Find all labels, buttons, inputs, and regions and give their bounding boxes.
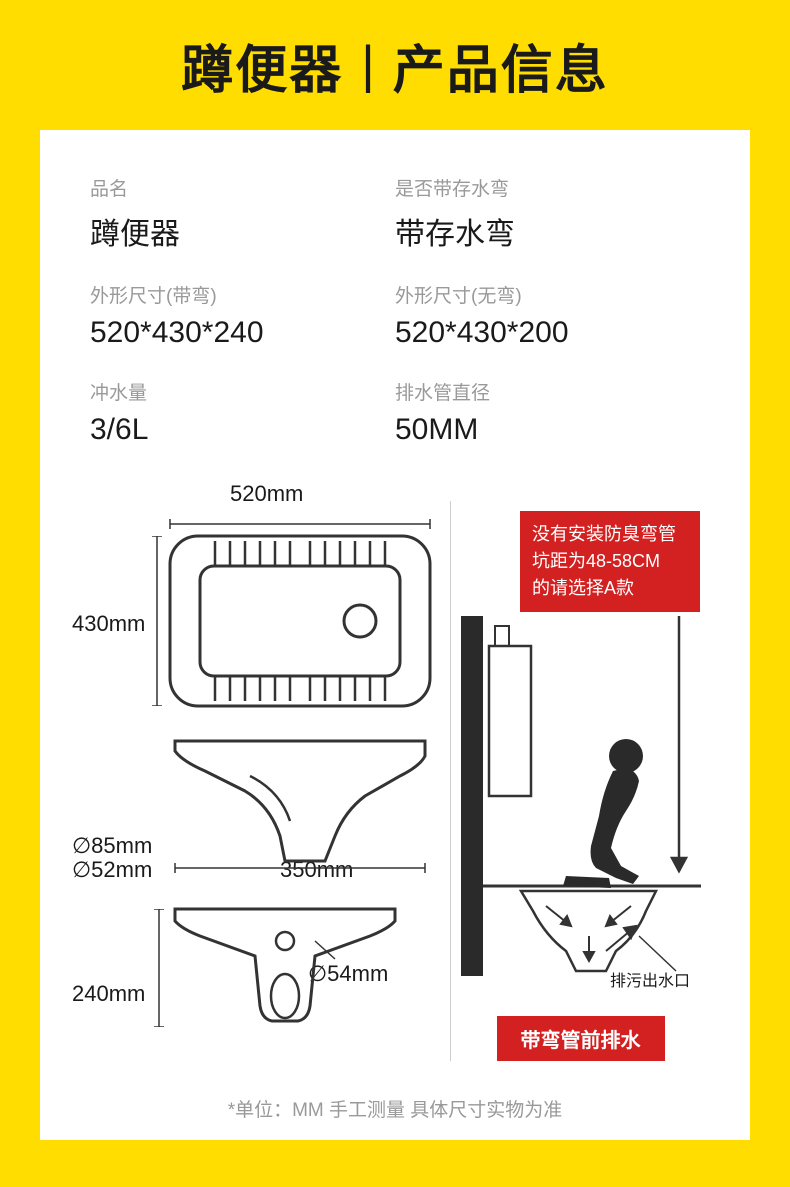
header: 蹲便器 | 产品信息 [0, 0, 790, 130]
warning-box: 没有安装防臭弯管 坑距为48-58CM 的请选择A款 [520, 511, 700, 612]
spec-label: 是否带存水弯 [395, 174, 700, 201]
spec-label: 冲水量 [90, 378, 395, 405]
spec-item: 冲水量 3/6L [90, 364, 395, 461]
header-title-left: 蹲便器 [181, 28, 343, 103]
front-view-icon [170, 901, 400, 1031]
dim-top-height: 430mm [72, 611, 145, 637]
header-title-right: 产品信息 [393, 28, 609, 103]
diagram-left: 520mm 430mm ∅85mm ∅52mm 350mm 240mm ∅54m… [90, 481, 440, 1101]
drain-label: 排污出水口 [610, 967, 690, 991]
diagram-divider [450, 501, 451, 1061]
top-view-icon [165, 511, 435, 711]
spec-value: 50MM [395, 413, 700, 447]
spec-label: 品名 [90, 174, 395, 201]
side-view-icon [170, 736, 430, 876]
dim-front-height: 240mm [72, 981, 145, 1007]
dim-line-icon [152, 909, 167, 1027]
spec-value: 520*430*240 [90, 316, 395, 350]
spec-value: 520*430*200 [395, 316, 700, 350]
spec-value: 3/6L [90, 413, 395, 447]
specs-grid: 品名 蹲便器 是否带存水弯 带存水弯 外形尺寸(带弯) 520*430*240 … [90, 160, 700, 461]
diagram-area: 520mm 430mm ∅85mm ∅52mm 350mm 240mm ∅54m… [90, 481, 700, 1101]
content-card: 品名 蹲便器 是否带存水弯 带存水弯 外形尺寸(带弯) 520*430*240 … [40, 130, 750, 1140]
dim-line-icon [150, 536, 165, 706]
spec-item: 品名 蹲便器 [90, 160, 395, 267]
dim-top-width: 520mm [230, 481, 303, 507]
spec-item: 排水管直径 50MM [395, 364, 700, 461]
install-diagram-icon [461, 616, 701, 1006]
footnote: *单位：MM 手工测量 具体尺寸实物为准 [40, 1095, 750, 1122]
spec-label: 外形尺寸(无弯) [395, 281, 700, 308]
diagram-right: 没有安装防臭弯管 坑距为48-58CM 的请选择A款 [461, 481, 700, 1101]
warning-line: 的请选择A款 [532, 575, 688, 602]
spec-item: 外形尺寸(无弯) 520*430*200 [395, 267, 700, 364]
spec-item: 是否带存水弯 带存水弯 [395, 160, 700, 267]
dim-outlet1: ∅85mm [72, 833, 152, 859]
spec-label: 外形尺寸(带弯) [90, 281, 395, 308]
spec-label: 排水管直径 [395, 378, 700, 405]
dim-outlet2: ∅52mm [72, 857, 152, 883]
drain-badge: 带弯管前排水 [497, 1016, 665, 1061]
spec-value: 带存水弯 [395, 209, 700, 253]
warning-line: 没有安装防臭弯管 [532, 521, 688, 548]
spec-value: 蹲便器 [90, 209, 395, 253]
spec-item: 外形尺寸(带弯) 520*430*240 [90, 267, 395, 364]
warning-line: 坑距为48-58CM [532, 548, 688, 575]
header-divider: | [361, 35, 375, 95]
